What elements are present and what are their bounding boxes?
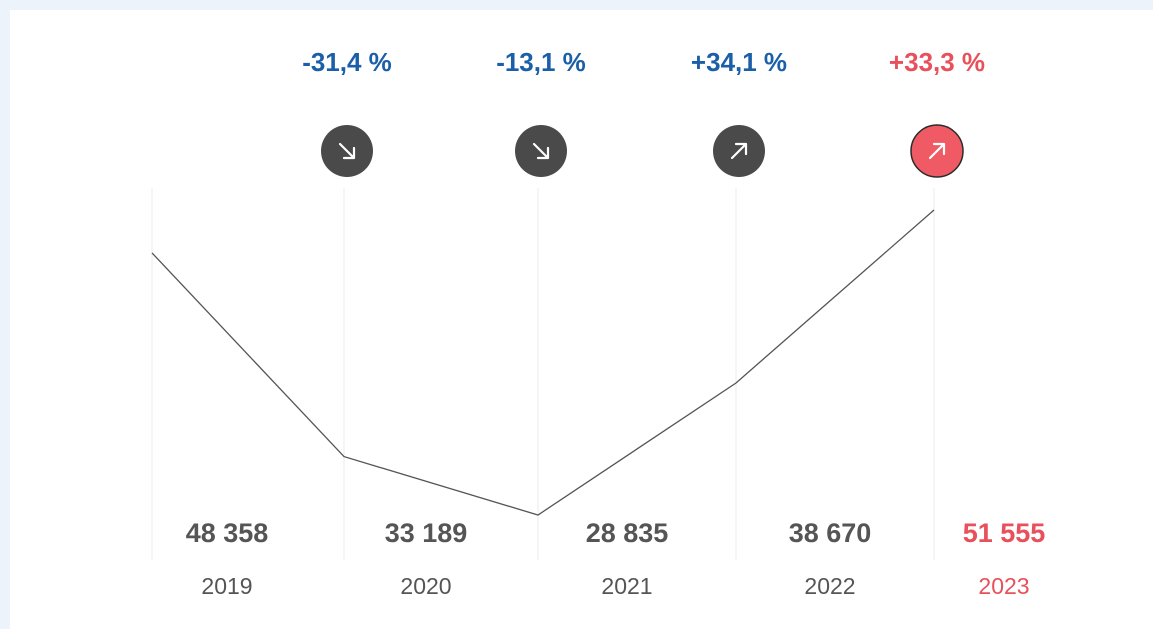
change-label-2022: +34,1 % [691, 47, 787, 77]
year-label-2020: 2020 [400, 573, 451, 599]
line-chart: 48 358 2019 33 189 2020 28 835 2021 38 670 2022… [151, 47, 1046, 599]
year-label-2022: 2022 [804, 573, 855, 599]
value-label-2022: 38 670 [789, 518, 872, 548]
value-label-2021: 28 835 [586, 518, 669, 548]
year-label-2021: 2021 [601, 573, 652, 599]
change-label-2023: +33,3 % [889, 47, 985, 77]
value-label-2023: 51 555 [963, 518, 1046, 548]
series-line [151, 209, 935, 516]
arrow-up-right-icon [928, 142, 946, 160]
arrow-up-right-icon [730, 142, 748, 160]
arrow-down-right-icon [532, 142, 550, 160]
year-label-2023: 2023 [978, 573, 1029, 599]
year-label-2019: 2019 [201, 573, 252, 599]
change-label-2020: -31,4 % [302, 47, 392, 77]
change-label-2021: -13,1 % [496, 47, 586, 77]
chart-card: 48 358 2019 33 189 2020 28 835 2021 38 670 2022… [10, 10, 1153, 629]
value-label-2020: 33 189 [385, 518, 468, 548]
value-label-2019: 48 358 [186, 518, 269, 548]
arrow-down-right-icon [338, 142, 356, 160]
